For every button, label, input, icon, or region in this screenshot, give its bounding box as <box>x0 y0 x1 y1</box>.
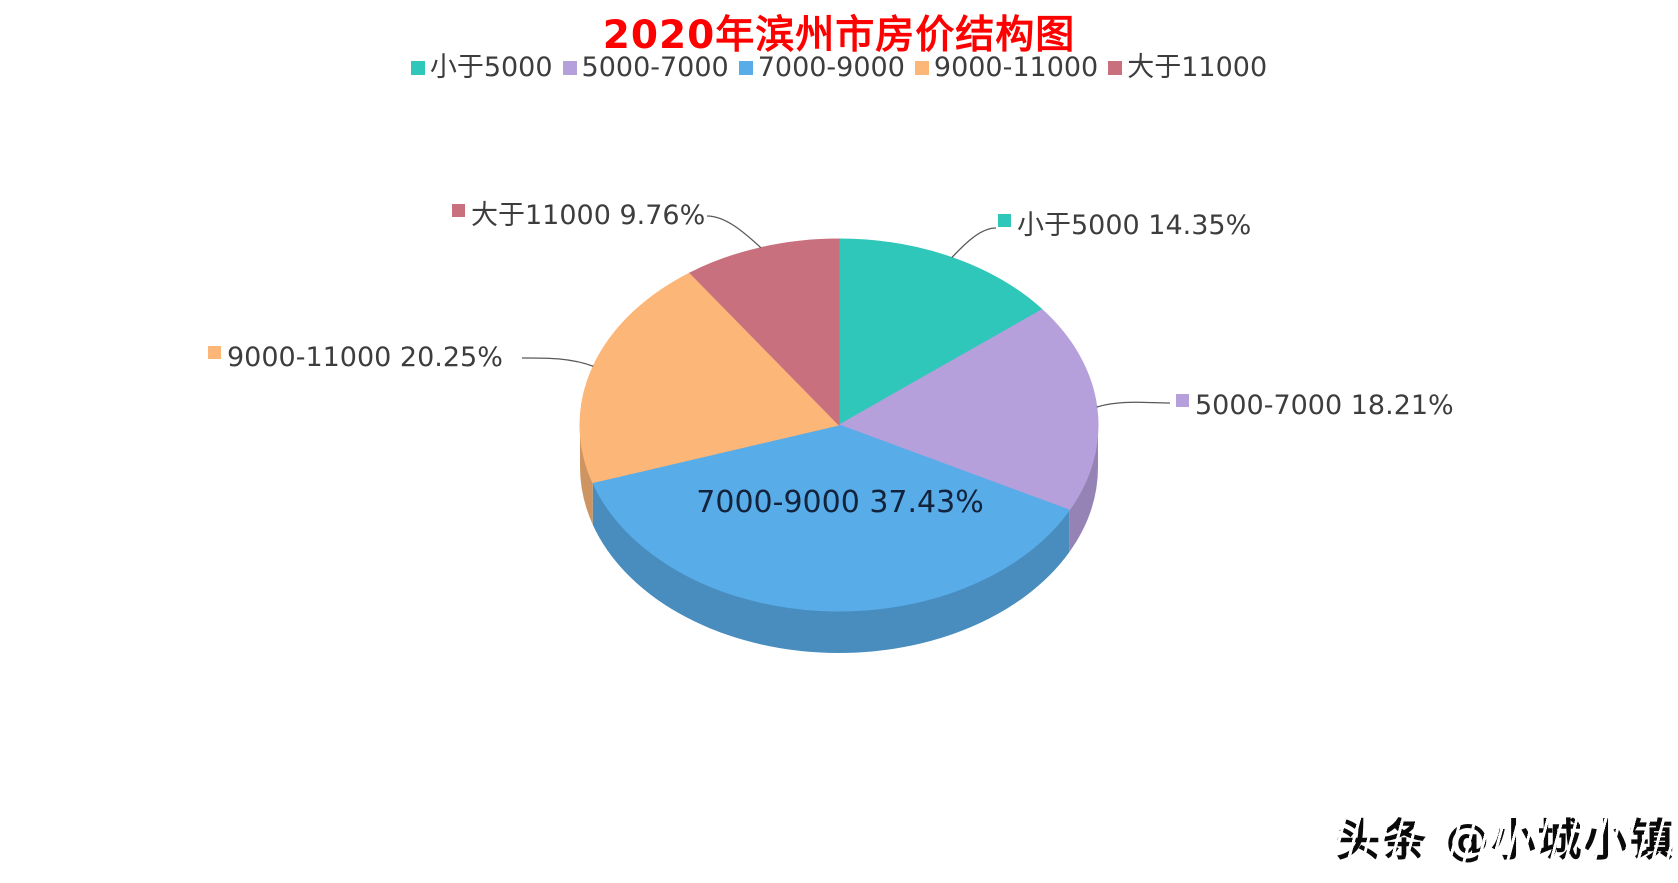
label-swatch-icon <box>1176 394 1189 407</box>
data-label-gt11000: 大于11000 9.76% <box>452 200 705 231</box>
pie-slice-side-5000-7000 <box>1069 425 1098 553</box>
legend-swatch-icon <box>738 61 753 75</box>
pie-slice-5000-7000 <box>837 309 1099 511</box>
legend-swatch-icon <box>562 61 577 75</box>
leader-line-5000-7000 <box>1096 401 1171 408</box>
legend-swatch-icon <box>1108 61 1123 75</box>
label-swatch-icon <box>452 204 465 217</box>
leader-line-大于11000 <box>706 215 762 249</box>
chart-legend: 小于5000 5000-7000 7000-9000 9000-11000 大于… <box>0 52 1678 84</box>
legend-item-9000-11000: 9000-11000 <box>914 52 1099 84</box>
pie-slice-side-9000-11000 <box>580 425 593 525</box>
legend-label: 小于5000 <box>429 52 553 83</box>
chart-title: 2020年滨州市房价结构图 <box>602 13 1076 58</box>
label-swatch-icon <box>998 214 1011 227</box>
watermark: 头条 @小城小镇 <box>1336 804 1675 868</box>
legend-label: 9000-11000 <box>933 52 1099 83</box>
data-label-text: 小于5000 14.35% <box>1017 210 1252 241</box>
pie-slice-9000-11000 <box>579 272 840 484</box>
data-label-text: 5000-7000 18.21% <box>1195 390 1454 421</box>
legend-swatch-icon <box>410 61 425 75</box>
legend-label: 大于11000 <box>1127 52 1268 83</box>
legend-item-7000-9000: 7000-9000 <box>738 52 905 84</box>
legend-label: 5000-7000 <box>581 52 729 83</box>
data-label-9000-11000: 9000-11000 20.25% <box>208 342 503 373</box>
legend-item-5000-7000: 5000-7000 <box>562 52 729 84</box>
pie-slice-大于11000 <box>689 238 840 427</box>
legend-item-lt5000: 小于5000 <box>410 52 553 84</box>
pie-slice-7000-9000 <box>592 424 1071 612</box>
data-label-text: 9000-11000 20.25% <box>227 342 503 373</box>
data-label-text: 大于11000 9.76% <box>471 200 706 231</box>
data-label-lt5000: 小于5000 14.35% <box>998 210 1251 241</box>
legend-item-gt11000: 大于11000 <box>1108 52 1267 84</box>
data-label-5000-7000: 5000-7000 18.21% <box>1176 390 1454 421</box>
leader-line-小于5000 <box>951 227 997 259</box>
data-label-7000-9000: 7000-9000 37.43% <box>696 485 984 520</box>
legend-swatch-icon <box>914 61 929 75</box>
pie-slice-side-7000-9000 <box>592 482 1070 654</box>
label-swatch-icon <box>208 346 221 359</box>
legend-label: 7000-9000 <box>757 52 905 83</box>
leader-line-9000-11000 <box>521 357 594 367</box>
